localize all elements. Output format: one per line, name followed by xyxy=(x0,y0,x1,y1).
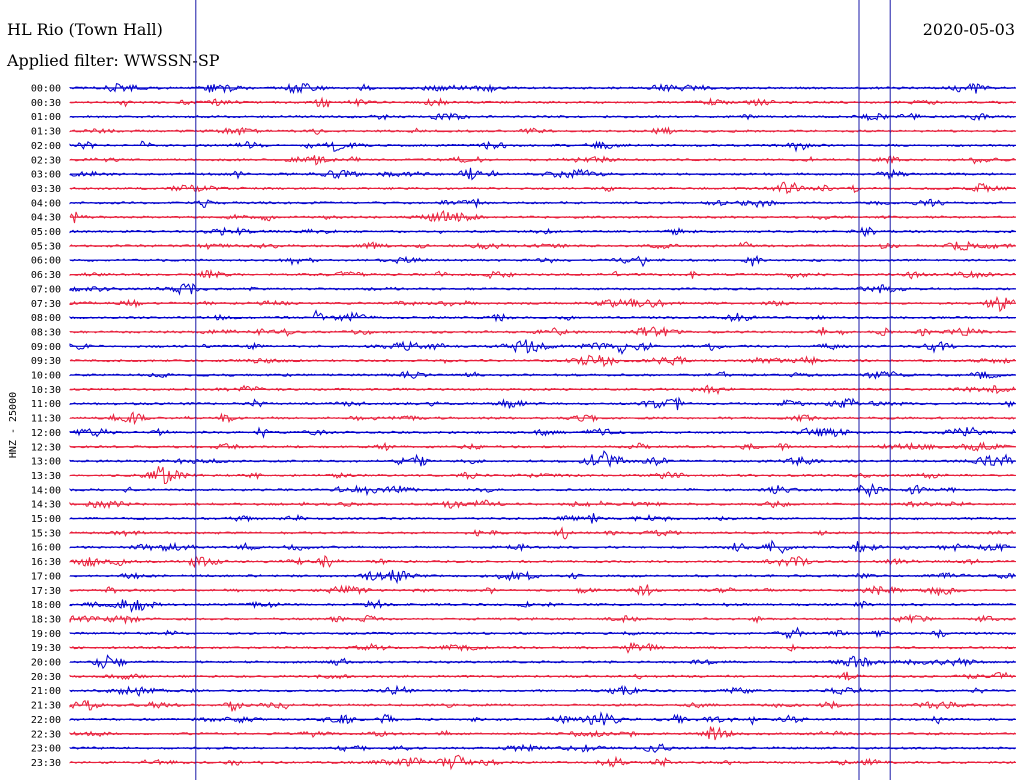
row-label-1600: 16:00 xyxy=(31,543,61,554)
row-label-1100: 11:00 xyxy=(31,399,61,410)
row-label-0030: 00:30 xyxy=(31,98,61,109)
row-label-2030: 20:30 xyxy=(31,672,61,683)
row-label-1730: 17:30 xyxy=(31,586,61,597)
row-label-0600: 06:00 xyxy=(31,256,61,267)
row-label-2300: 23:00 xyxy=(31,744,61,755)
trace-row-0600 xyxy=(69,254,1016,268)
row-label-1800: 18:00 xyxy=(31,600,61,611)
row-label-2000: 20:00 xyxy=(31,658,61,669)
row-label-1300: 13:00 xyxy=(31,457,61,468)
row-label-1200: 12:00 xyxy=(31,428,61,439)
row-label-0830: 08:30 xyxy=(31,327,61,338)
row-label-0700: 07:00 xyxy=(31,284,61,295)
station-title: HL Rio (Town Hall) xyxy=(7,20,163,39)
trace-row-0730 xyxy=(69,295,1016,313)
row-label-2330: 23:30 xyxy=(31,758,61,769)
row-label-1230: 12:30 xyxy=(31,442,61,453)
row-label-0130: 01:30 xyxy=(31,127,61,138)
trace-row-0200 xyxy=(69,140,1016,153)
row-label-1500: 15:00 xyxy=(31,514,61,525)
row-label-0500: 05:00 xyxy=(31,227,61,238)
row-label-0730: 07:30 xyxy=(31,299,61,310)
row-label-0100: 01:00 xyxy=(31,112,61,123)
row-label-1630: 16:30 xyxy=(31,557,61,568)
trace-row-0800 xyxy=(69,309,1016,323)
row-label-0530: 05:30 xyxy=(31,241,61,252)
time-marker-layer xyxy=(195,0,891,780)
row-label-0400: 04:00 xyxy=(31,198,61,209)
row-label-1700: 17:00 xyxy=(31,571,61,582)
row-label-2130: 21:30 xyxy=(31,701,61,712)
row-label-0300: 03:00 xyxy=(31,170,61,181)
row-label-1530: 15:30 xyxy=(31,528,61,539)
trace-layer xyxy=(69,82,1016,771)
y-axis-label: HNZ - 25000 xyxy=(8,392,19,458)
row-label-1130: 11:30 xyxy=(31,414,61,425)
trace-row-1300 xyxy=(69,450,1016,468)
row-label-2200: 22:00 xyxy=(31,715,61,726)
row-label-1330: 13:30 xyxy=(31,471,61,482)
trace-row-2130 xyxy=(69,699,1016,712)
row-label-1930: 19:30 xyxy=(31,643,61,654)
row-label-0230: 02:30 xyxy=(31,155,61,166)
row-label-0200: 02:00 xyxy=(31,141,61,152)
row-label-0000: 00:00 xyxy=(31,84,61,95)
row-label-0330: 03:30 xyxy=(31,184,61,195)
row-label-1830: 18:30 xyxy=(31,614,61,625)
row-label-1400: 14:00 xyxy=(31,485,61,496)
trace-row-1530 xyxy=(69,526,1016,540)
row-label-1430: 14:30 xyxy=(31,500,61,511)
trace-row-0330 xyxy=(69,181,1016,195)
row-label-0930: 09:30 xyxy=(31,356,61,367)
row-label-0900: 09:00 xyxy=(31,342,61,353)
row-label-layer: 00:00 00:30 01:00 01:30 02:00 02:30 03:00 03:30… xyxy=(31,84,61,769)
filter-label: Applied filter: WWSSN-SP xyxy=(7,51,220,70)
row-label-2100: 21:00 xyxy=(31,686,61,697)
row-label-0430: 04:30 xyxy=(31,213,61,224)
row-label-2230: 22:30 xyxy=(31,729,61,740)
row-label-1900: 19:00 xyxy=(31,629,61,640)
row-label-0800: 08:00 xyxy=(31,313,61,324)
row-label-1000: 10:00 xyxy=(31,371,61,382)
date-label: 2020-05-03 xyxy=(922,20,1015,39)
row-label-1030: 10:30 xyxy=(31,385,61,396)
row-label-0630: 06:30 xyxy=(31,270,61,281)
trace-row-1800 xyxy=(69,598,1016,614)
